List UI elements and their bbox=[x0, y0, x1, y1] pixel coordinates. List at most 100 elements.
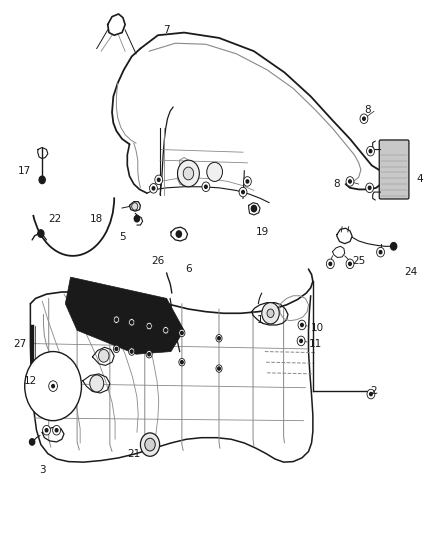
Circle shape bbox=[363, 117, 365, 120]
Circle shape bbox=[202, 182, 210, 191]
Circle shape bbox=[300, 340, 302, 343]
Circle shape bbox=[349, 262, 351, 265]
Circle shape bbox=[25, 352, 81, 421]
Circle shape bbox=[131, 350, 133, 353]
Circle shape bbox=[179, 329, 185, 337]
Circle shape bbox=[157, 178, 160, 181]
Circle shape bbox=[367, 389, 375, 399]
Circle shape bbox=[131, 321, 133, 324]
Circle shape bbox=[346, 176, 354, 186]
Text: 26: 26 bbox=[151, 256, 165, 266]
Circle shape bbox=[298, 320, 306, 330]
Circle shape bbox=[113, 316, 120, 324]
Circle shape bbox=[155, 175, 162, 184]
Text: 6: 6 bbox=[185, 264, 192, 274]
Circle shape bbox=[218, 367, 220, 370]
Circle shape bbox=[52, 384, 54, 387]
Circle shape bbox=[55, 429, 58, 432]
Circle shape bbox=[152, 187, 155, 190]
Circle shape bbox=[115, 318, 118, 321]
Circle shape bbox=[366, 183, 374, 192]
Text: 12: 12 bbox=[24, 376, 37, 386]
Circle shape bbox=[146, 322, 152, 330]
Circle shape bbox=[326, 259, 334, 269]
Circle shape bbox=[49, 381, 57, 391]
Circle shape bbox=[129, 348, 135, 356]
Circle shape bbox=[379, 251, 382, 254]
Circle shape bbox=[239, 187, 247, 197]
Circle shape bbox=[346, 259, 354, 269]
Circle shape bbox=[113, 345, 120, 353]
Circle shape bbox=[162, 327, 169, 334]
Circle shape bbox=[180, 332, 183, 335]
Circle shape bbox=[218, 337, 220, 340]
Circle shape bbox=[148, 353, 150, 356]
Circle shape bbox=[244, 176, 251, 186]
Text: 27: 27 bbox=[14, 338, 27, 349]
Circle shape bbox=[115, 348, 118, 351]
Circle shape bbox=[99, 350, 109, 362]
Circle shape bbox=[368, 186, 371, 189]
Text: 17: 17 bbox=[18, 166, 32, 176]
Circle shape bbox=[297, 336, 305, 346]
Text: 22: 22 bbox=[49, 214, 62, 224]
Circle shape bbox=[349, 180, 351, 183]
Circle shape bbox=[216, 365, 222, 372]
Text: 3: 3 bbox=[39, 465, 46, 474]
Circle shape bbox=[146, 351, 152, 358]
Text: 21: 21 bbox=[127, 449, 141, 458]
Circle shape bbox=[145, 438, 155, 451]
Circle shape bbox=[134, 215, 140, 222]
Polygon shape bbox=[65, 277, 184, 354]
Circle shape bbox=[242, 190, 244, 193]
Text: 7: 7 bbox=[163, 25, 170, 35]
Text: 19: 19 bbox=[256, 227, 269, 237]
Text: 1: 1 bbox=[257, 314, 264, 325]
Circle shape bbox=[141, 433, 159, 456]
Circle shape bbox=[329, 262, 332, 265]
Text: 4: 4 bbox=[417, 174, 423, 184]
Text: 5: 5 bbox=[120, 232, 126, 243]
Circle shape bbox=[262, 303, 279, 324]
Circle shape bbox=[180, 361, 183, 364]
Text: 2: 2 bbox=[371, 386, 377, 397]
Circle shape bbox=[183, 167, 194, 180]
Circle shape bbox=[179, 359, 185, 366]
Circle shape bbox=[267, 309, 274, 318]
Circle shape bbox=[370, 392, 372, 395]
Circle shape bbox=[176, 231, 181, 237]
Circle shape bbox=[90, 375, 104, 392]
Circle shape bbox=[251, 205, 257, 212]
Circle shape bbox=[129, 319, 135, 326]
Circle shape bbox=[360, 114, 368, 124]
Circle shape bbox=[38, 230, 44, 237]
FancyBboxPatch shape bbox=[379, 140, 409, 199]
Text: 17: 17 bbox=[145, 296, 158, 306]
Circle shape bbox=[53, 425, 60, 435]
Circle shape bbox=[42, 425, 50, 435]
Circle shape bbox=[29, 439, 35, 445]
Circle shape bbox=[205, 185, 207, 188]
Circle shape bbox=[369, 150, 372, 153]
Circle shape bbox=[45, 429, 48, 432]
Circle shape bbox=[391, 243, 397, 250]
Text: 25: 25 bbox=[352, 256, 365, 266]
Circle shape bbox=[177, 160, 199, 187]
Text: 8: 8 bbox=[364, 104, 371, 115]
Text: 24: 24 bbox=[404, 267, 418, 277]
Text: 10: 10 bbox=[311, 322, 324, 333]
Circle shape bbox=[39, 176, 45, 183]
Circle shape bbox=[132, 203, 138, 210]
Text: 8: 8 bbox=[334, 179, 340, 189]
Circle shape bbox=[367, 147, 374, 156]
Circle shape bbox=[216, 335, 222, 342]
Circle shape bbox=[164, 329, 167, 332]
Circle shape bbox=[246, 180, 249, 183]
Circle shape bbox=[150, 183, 157, 193]
Circle shape bbox=[207, 163, 223, 181]
Text: 11: 11 bbox=[308, 338, 321, 349]
Circle shape bbox=[148, 325, 150, 328]
Text: 18: 18 bbox=[90, 214, 103, 224]
Circle shape bbox=[300, 324, 303, 327]
Circle shape bbox=[377, 247, 385, 257]
